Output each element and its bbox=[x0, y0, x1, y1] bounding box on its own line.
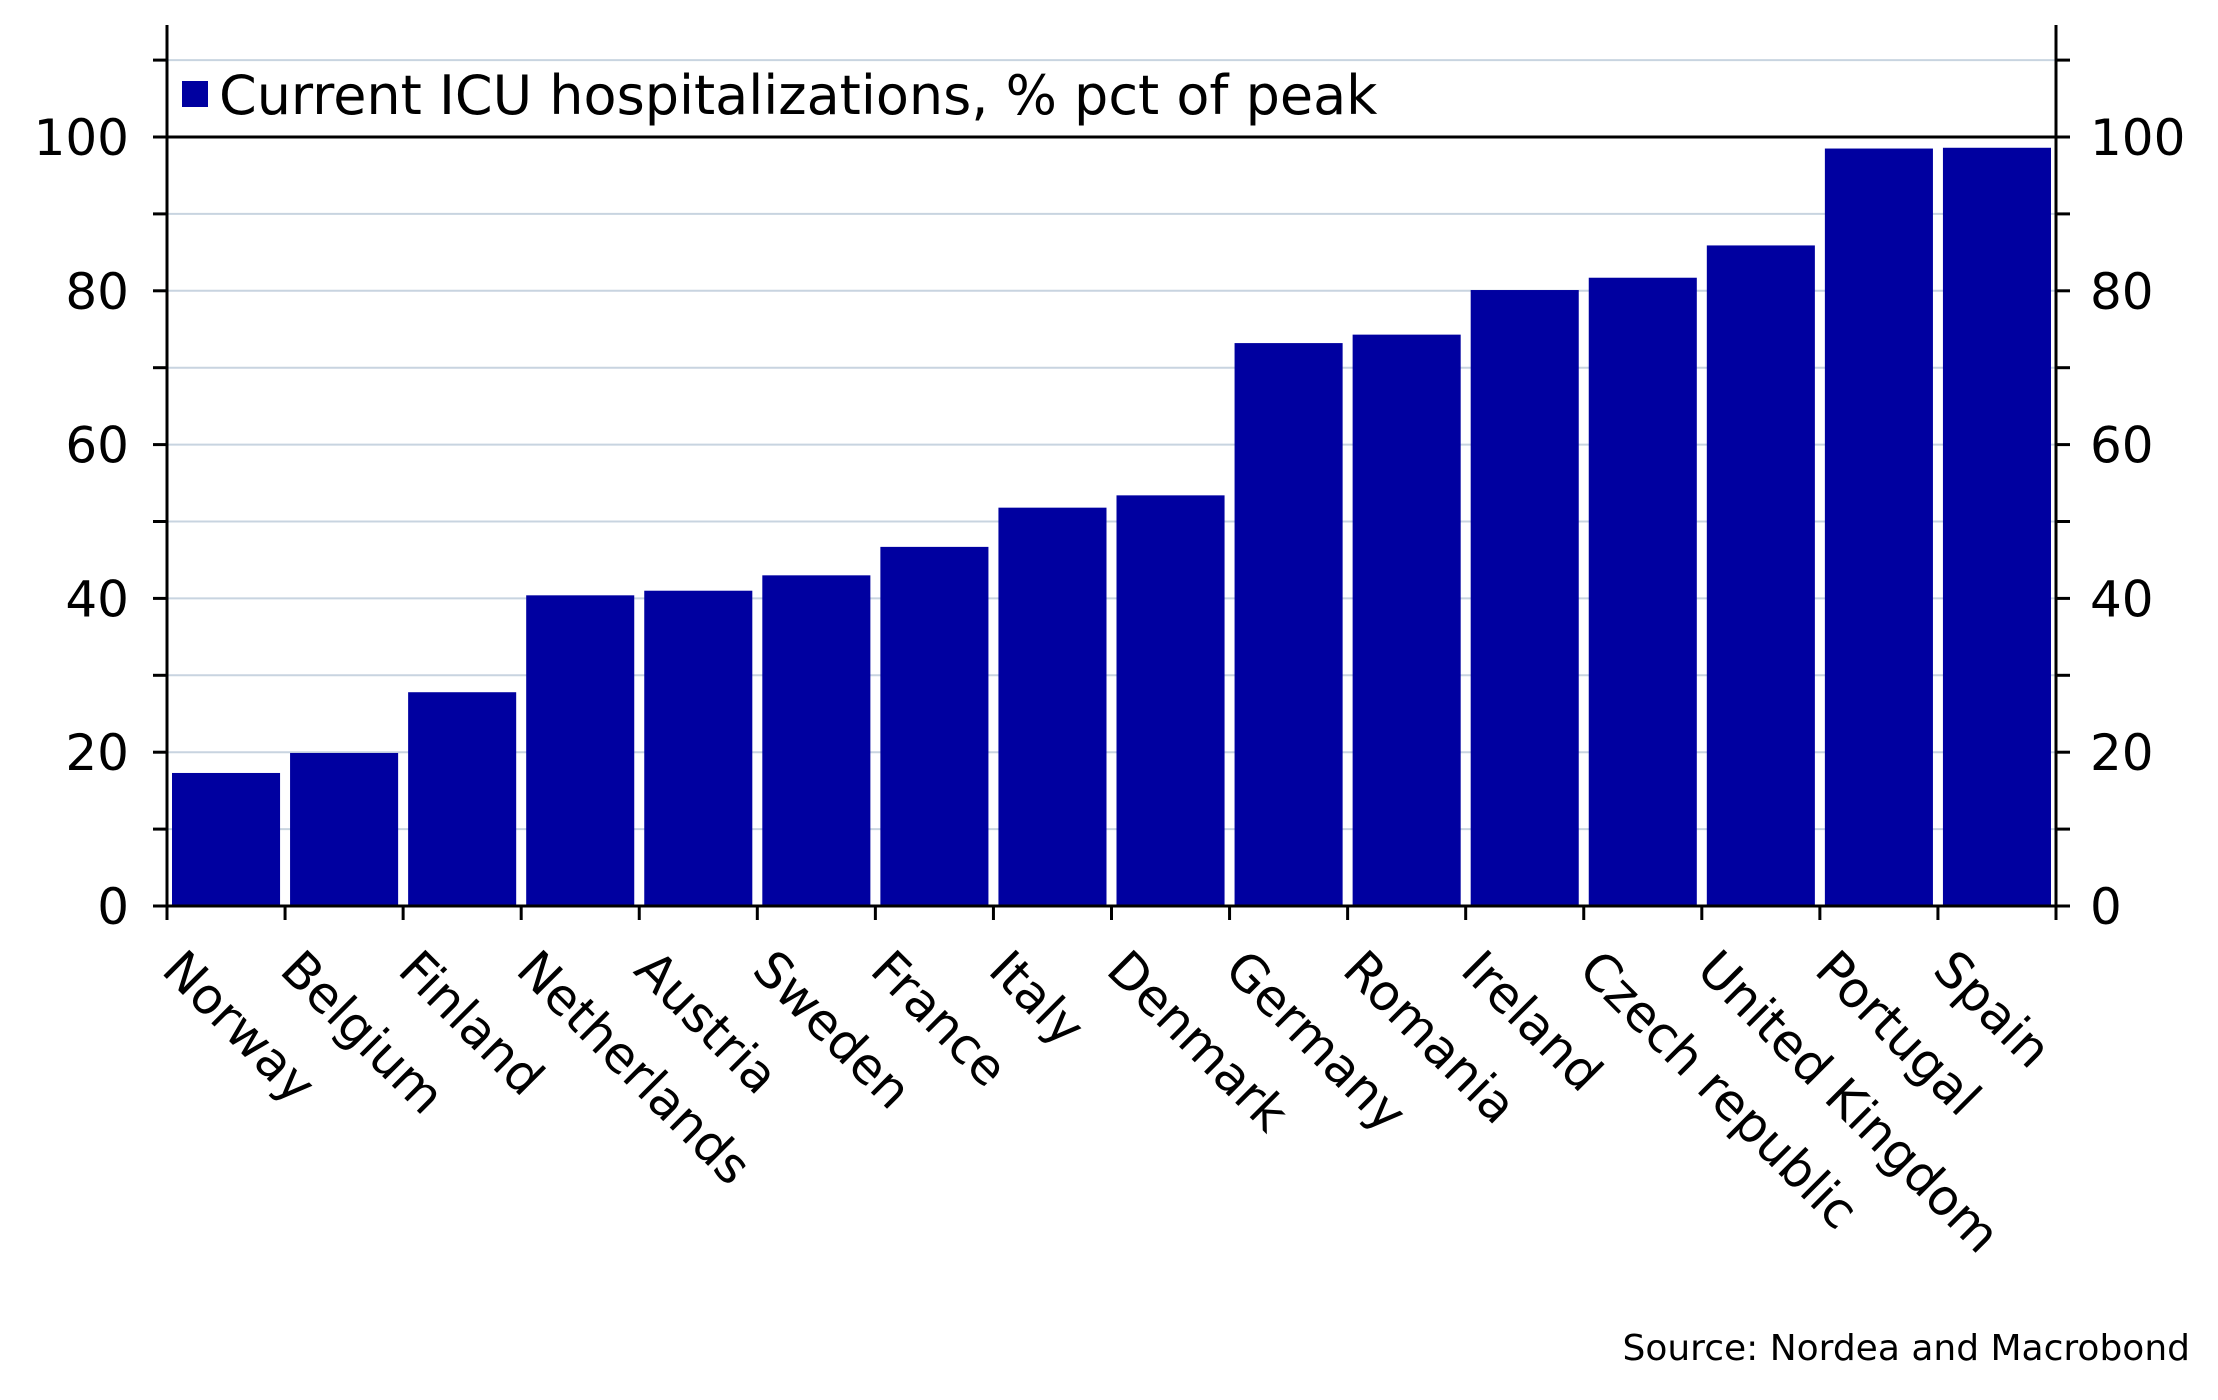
bar-norway bbox=[172, 772, 281, 906]
bar-sweden bbox=[762, 575, 871, 906]
bar-finland bbox=[408, 692, 517, 906]
bar-portugal bbox=[1824, 148, 1933, 906]
left-y-tick-labels: 0 20 40 60 80 100 bbox=[34, 109, 129, 936]
bars bbox=[172, 147, 2051, 907]
legend-swatch bbox=[182, 81, 208, 107]
bar-italy bbox=[998, 507, 1107, 906]
bar-france bbox=[880, 546, 989, 906]
y-tick-label-left: 40 bbox=[65, 570, 129, 628]
y-tick-label-right: 60 bbox=[2090, 417, 2154, 475]
y-tick-label-left: 0 bbox=[97, 878, 129, 936]
bar-netherlands bbox=[526, 595, 635, 906]
bar-czech-republic bbox=[1588, 277, 1697, 906]
bar-belgium bbox=[290, 752, 399, 906]
y-tick-label-right: 40 bbox=[2090, 570, 2154, 628]
bar-denmark bbox=[1116, 495, 1225, 906]
y-tick-label-left: 60 bbox=[65, 417, 129, 475]
y-tick-label-right: 0 bbox=[2090, 878, 2122, 936]
y-tick-label-right: 100 bbox=[2090, 109, 2185, 167]
x-tick-labels: NorwayBelgiumFinlandNetherlandsAustriaSw… bbox=[152, 939, 2063, 1264]
y-tick-label-left: 100 bbox=[34, 109, 129, 167]
bar-ireland bbox=[1470, 290, 1579, 906]
bar-germany bbox=[1234, 343, 1343, 906]
bar-austria bbox=[644, 590, 753, 906]
legend-label: Current ICU hospitalizations, % pct of p… bbox=[219, 64, 1378, 127]
y-tick-label-left: 20 bbox=[65, 724, 129, 782]
bar-united-kingdom bbox=[1706, 245, 1815, 906]
ticks bbox=[153, 58, 2070, 920]
bar-romania bbox=[1352, 334, 1461, 906]
y-tick-label-right: 20 bbox=[2090, 724, 2154, 782]
legend: Current ICU hospitalizations, % pct of p… bbox=[182, 64, 1378, 127]
y-tick-label-left: 80 bbox=[65, 263, 129, 321]
source-note: Source: Nordea and Macrobond bbox=[1622, 1328, 2190, 1369]
right-y-tick-labels: 0 20 40 60 80 100 bbox=[2090, 109, 2185, 936]
bar-spain bbox=[1942, 147, 2051, 907]
y-tick-label-right: 80 bbox=[2090, 263, 2154, 321]
